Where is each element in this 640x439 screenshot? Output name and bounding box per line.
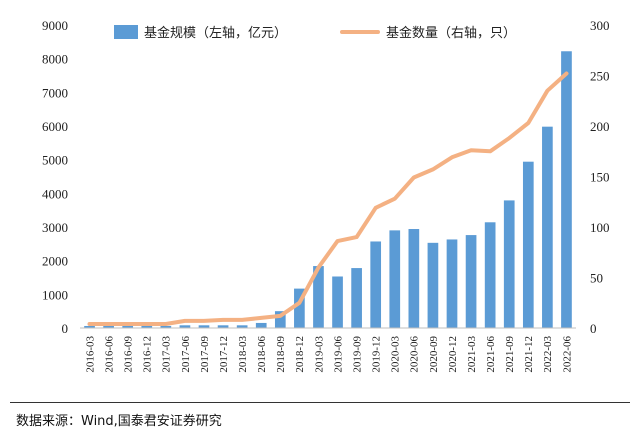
x-tick-label: 2018-06 [256, 336, 268, 373]
bar [122, 325, 134, 328]
y-left-tick-label: 6000 [42, 119, 68, 134]
bar [255, 322, 267, 328]
bar [294, 288, 305, 328]
x-tick-label: 2016-03 [84, 336, 96, 373]
x-tick-label: 2017-12 [218, 336, 230, 373]
bar [522, 161, 534, 328]
bar [141, 325, 153, 328]
x-tick-label: 2016-06 [103, 336, 115, 373]
x-tick-label: 2019-03 [313, 336, 325, 373]
y-right-tick-label: 250 [590, 69, 610, 84]
x-tick-label: 2017-03 [161, 336, 173, 373]
bar [236, 325, 248, 328]
x-tick-label: 2016-09 [123, 336, 135, 373]
bar [351, 268, 362, 328]
y-right-tick-label: 100 [590, 220, 610, 235]
bar [542, 126, 553, 328]
y-left-tick-label: 4000 [42, 186, 68, 201]
legend-label-line: 基金数量（右轴，只） [386, 25, 516, 41]
bar [84, 325, 95, 328]
x-tick-label: 2021-09 [504, 336, 516, 373]
bar [389, 230, 401, 328]
y-left-tick-label: 5000 [42, 153, 68, 168]
y-left-tick-label: 7000 [42, 85, 68, 100]
bar [332, 276, 343, 328]
y-right-tick-label: 50 [590, 271, 603, 286]
bar [484, 222, 496, 328]
x-tick-label: 2022-06 [561, 336, 573, 373]
y-left-tick-label: 2000 [42, 254, 68, 269]
x-tick-label: 2017-09 [199, 336, 211, 373]
x-tick-label: 2021-12 [523, 336, 535, 373]
series-line [87, 71, 569, 326]
source-divider [10, 402, 630, 403]
x-tick-label: 2018-03 [237, 336, 249, 373]
bar [179, 325, 191, 328]
bar [370, 241, 382, 328]
plot-area: 0 1000 2000 3000 4000 5000 6000 7000 8000 9000 0 50… [42, 18, 610, 373]
x-tick-label: 2018-12 [294, 336, 306, 373]
bar [427, 242, 439, 328]
bar [160, 325, 172, 328]
bar [198, 325, 210, 328]
chart-canvas: 0 1000 2000 3000 4000 5000 6000 7000 8000 9000 0 50… [42, 18, 610, 373]
bar [274, 311, 286, 328]
y-left-tick-label: 1000 [42, 287, 68, 302]
bar [217, 325, 229, 328]
y-left-tick-label: 8000 [42, 52, 68, 67]
x-tick-label: 2020-12 [447, 336, 459, 373]
source-note: 数据来源：Wind,国泰君安证券研究 [16, 414, 222, 429]
bar [313, 266, 324, 328]
x-tick-label: 2021-03 [466, 336, 478, 373]
bar [465, 235, 477, 328]
x-tick-label: 2019-06 [332, 336, 344, 373]
x-tick-label: 2022-03 [542, 336, 554, 373]
x-tick-label: 2017-06 [180, 336, 192, 373]
bar [503, 200, 515, 328]
bar [561, 51, 572, 328]
x-tick-label: 2019-09 [351, 336, 363, 373]
bar [446, 239, 458, 328]
y-right-tick-label: 300 [590, 18, 610, 33]
y-left-tick-label: 9000 [42, 18, 68, 33]
y-right-tick-label: 150 [590, 170, 610, 185]
x-tick-label: 2021-06 [485, 336, 497, 373]
x-tick-label: 2019-12 [371, 336, 383, 373]
bar [103, 325, 114, 328]
y-right-tick-label: 0 [590, 321, 597, 336]
y-left-tick-label: 3000 [42, 220, 68, 235]
y-left-tick-label: 0 [62, 321, 69, 336]
legend-swatch-bar [114, 25, 138, 39]
x-tick-label: 2020-09 [428, 336, 440, 373]
x-tick-label: 2016-12 [142, 336, 154, 373]
bar [408, 229, 420, 328]
x-tick-label: 2018-09 [275, 336, 287, 373]
x-tick-label: 2020-06 [409, 336, 421, 373]
x-tick-label: 2020-03 [390, 336, 402, 373]
legend-label-bar: 基金规模（左轴，亿元） [144, 25, 287, 41]
y-right-tick-label: 200 [590, 119, 610, 134]
